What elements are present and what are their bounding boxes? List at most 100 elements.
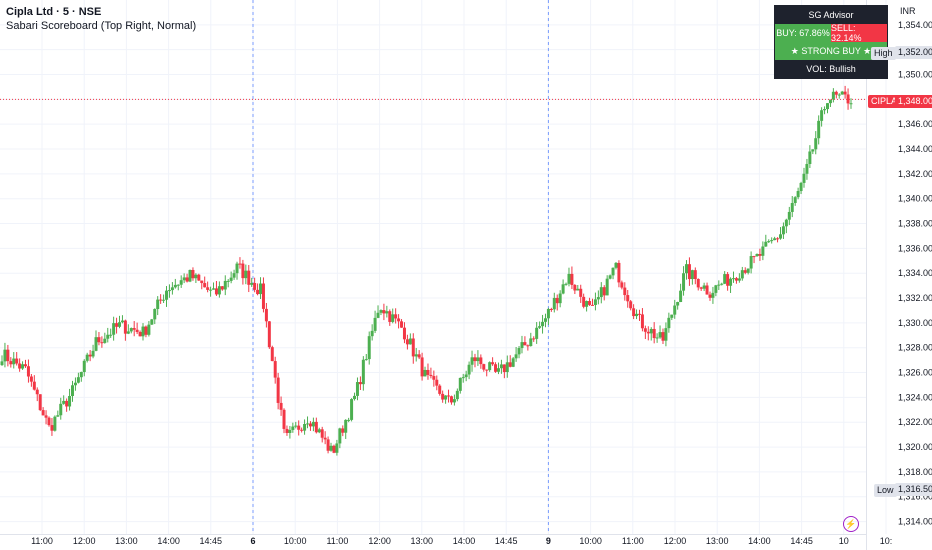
candle-body — [608, 275, 612, 279]
candle-body — [526, 345, 530, 347]
candle-body — [726, 274, 730, 286]
candle-body — [335, 443, 339, 453]
candle-body — [455, 390, 459, 400]
candle-body — [717, 284, 721, 286]
candle-body — [496, 368, 500, 372]
candle-body — [41, 410, 45, 416]
candle-body — [197, 274, 201, 281]
candle-body — [808, 151, 812, 164]
x-tick-label: 10 — [839, 536, 849, 546]
candle-body — [823, 109, 827, 111]
symbol-title: Cipla Ltd · 5 · NSE — [6, 6, 102, 18]
candle-body — [720, 283, 724, 285]
candle-body — [438, 385, 442, 394]
candle-body — [347, 419, 351, 421]
x-tick-label: 13:00 — [115, 536, 138, 546]
candle-body — [241, 263, 245, 279]
candle-body — [120, 320, 124, 323]
candle-body — [752, 256, 756, 258]
candle-body — [626, 295, 630, 302]
candle-body — [729, 278, 733, 286]
candle-body — [796, 191, 800, 198]
candle-body — [611, 267, 615, 276]
candle-body — [82, 360, 86, 372]
candle-body — [329, 445, 333, 451]
candle-body — [35, 389, 39, 395]
candle-body — [200, 280, 204, 284]
candle-body — [617, 262, 621, 283]
candle-body — [109, 334, 113, 336]
candle-body — [79, 371, 83, 378]
candle-body — [723, 274, 727, 284]
candle-body — [655, 337, 659, 339]
lightning-icon[interactable]: ⚡ — [843, 516, 859, 532]
candle-body — [173, 284, 177, 288]
candle-body — [414, 354, 418, 357]
candle-body — [670, 314, 674, 318]
advisor-buy: BUY: 67.86% — [775, 24, 831, 42]
candle-body — [15, 358, 19, 364]
candle-body — [649, 328, 653, 334]
candle-body — [229, 277, 233, 281]
candle-body — [147, 324, 151, 335]
candle-body — [767, 241, 771, 243]
candle-body — [570, 273, 574, 285]
candle-body — [232, 273, 236, 278]
candle-body — [458, 377, 462, 391]
x-tick-label: 12:00 — [73, 536, 96, 546]
y-tick-label: 1,332.00 — [898, 293, 932, 303]
candle-body — [444, 395, 448, 400]
candle-body — [802, 173, 806, 183]
candle-body — [209, 289, 213, 291]
candle-body — [567, 273, 571, 284]
candle-body — [220, 286, 224, 290]
candle-body — [429, 374, 433, 377]
x-tick-label: 10:00 — [579, 536, 602, 546]
y-tick-label: 1,320.00 — [898, 442, 932, 452]
x-tick-label: 14:45 — [790, 536, 813, 546]
candle-body — [708, 294, 712, 298]
low-value: 1,316.50 — [895, 483, 932, 496]
candle-body — [282, 409, 286, 429]
x-tick-label: 11:00 — [31, 536, 53, 546]
x-tick-label: 14:00 — [157, 536, 180, 546]
candle-body — [297, 425, 301, 430]
candle-body — [573, 284, 577, 291]
candle-body — [831, 91, 835, 100]
candle-body — [546, 308, 550, 319]
candle-body — [705, 285, 709, 295]
y-tick-label: 1,340.00 — [898, 194, 932, 204]
candle-body — [326, 439, 330, 451]
candle-body — [285, 428, 289, 433]
candle-body — [341, 428, 345, 433]
x-tick-label: 13:00 — [706, 536, 729, 546]
candle-body — [294, 425, 298, 427]
candle-body — [391, 314, 395, 322]
candle-body — [71, 385, 75, 397]
candle-body — [59, 403, 63, 416]
candle-body — [508, 362, 512, 367]
candle-body — [73, 382, 77, 386]
candle-body — [317, 429, 321, 433]
low-label: Low — [874, 484, 897, 497]
candle-body — [535, 327, 539, 339]
y-tick-label: 1,314.00 — [898, 517, 932, 527]
candle-body — [303, 423, 307, 431]
x-tick-label: 11:00 — [622, 536, 644, 546]
candle-body — [541, 321, 545, 327]
candle-body — [206, 287, 210, 290]
candle-body — [476, 357, 480, 362]
candle-body — [664, 328, 668, 341]
candle-body — [643, 328, 647, 332]
candle-body — [112, 323, 116, 335]
candle-body — [53, 416, 57, 431]
candle-body — [579, 288, 583, 297]
advisor-title: SG Advisor — [808, 10, 854, 20]
candle-body — [135, 329, 139, 332]
candle-body — [690, 270, 694, 280]
candle-body — [605, 278, 609, 296]
candle-body — [176, 284, 180, 286]
x-tick-label: 14:45 — [495, 536, 518, 546]
candle-body — [596, 297, 600, 300]
